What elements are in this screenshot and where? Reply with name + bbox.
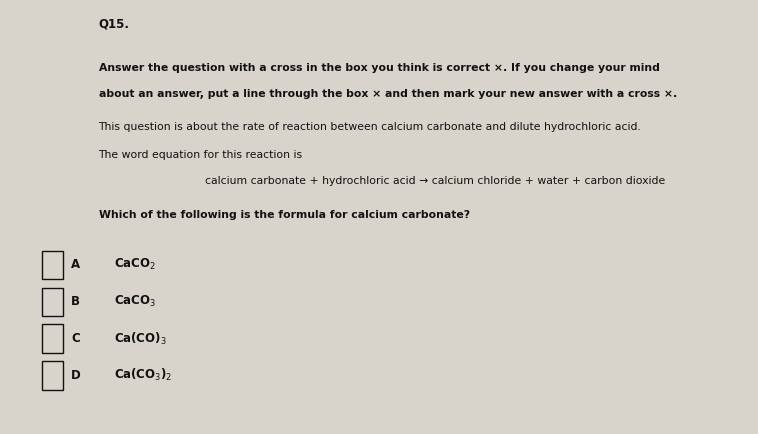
Bar <box>42 325 63 352</box>
Text: B: B <box>71 295 80 308</box>
Text: calcium carbonate + hydrochloric acid → calcium chloride + water + carbon dioxid: calcium carbonate + hydrochloric acid → … <box>205 176 665 186</box>
Text: CaCO$_2$: CaCO$_2$ <box>114 257 155 272</box>
Text: Q15.: Q15. <box>99 17 130 30</box>
Text: Answer the question with a cross in the box you think is correct ×. If you chang: Answer the question with a cross in the … <box>99 63 659 73</box>
Text: This question is about the rate of reaction between calcium carbonate and dilute: This question is about the rate of react… <box>99 122 641 132</box>
Bar <box>42 288 63 316</box>
Bar <box>42 361 63 390</box>
Text: about an answer, put a line through the box × and then mark your new answer with: about an answer, put a line through the … <box>99 89 677 99</box>
Text: A: A <box>71 258 80 271</box>
Text: D: D <box>71 369 80 382</box>
Text: C: C <box>71 332 80 345</box>
Text: Which of the following is the formula for calcium carbonate?: Which of the following is the formula fo… <box>99 210 470 220</box>
Bar <box>42 250 63 279</box>
Text: The word equation for this reaction is: The word equation for this reaction is <box>99 150 302 160</box>
Text: CaCO$_3$: CaCO$_3$ <box>114 294 155 309</box>
Text: Ca(CO$_3$)$_2$: Ca(CO$_3$)$_2$ <box>114 367 172 384</box>
Text: Ca(CO)$_3$: Ca(CO)$_3$ <box>114 330 166 347</box>
